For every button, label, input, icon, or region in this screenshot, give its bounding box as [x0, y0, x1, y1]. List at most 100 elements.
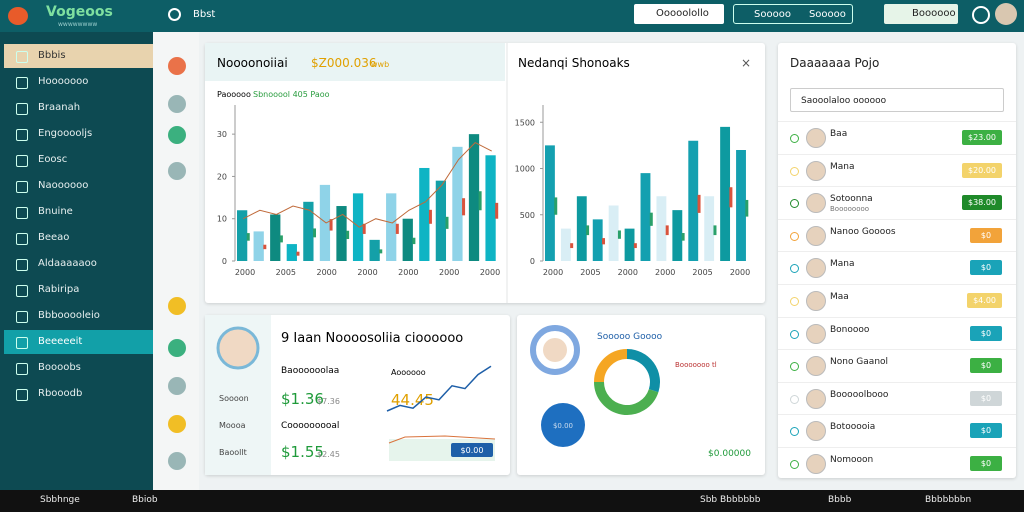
- candle: [554, 197, 558, 215]
- bar: [736, 150, 746, 261]
- sub: $2.45: [317, 450, 340, 459]
- y-tick-label: 500: [520, 211, 535, 220]
- sidebar-item[interactable]: Aldaaaaaoo: [4, 252, 153, 276]
- sidebar-item[interactable]: Hooooooo: [4, 70, 153, 94]
- candle: [428, 209, 432, 224]
- bar: [468, 134, 480, 261]
- sidebar-item[interactable]: Rbooodb: [4, 382, 153, 406]
- x-tick-label: 2005: [276, 268, 296, 277]
- trend-line: [243, 141, 492, 228]
- avatar: [806, 356, 826, 377]
- bar: [720, 126, 731, 261]
- avatar: [216, 326, 260, 370]
- bar: [688, 140, 699, 261]
- candle: [246, 233, 250, 241]
- rise-line: [386, 365, 492, 412]
- y-tick-label: 20: [217, 172, 227, 181]
- person-name: Booooolbooo: [830, 389, 889, 400]
- sidebar-item[interactable]: Beeao: [4, 226, 153, 250]
- icon-bar: [153, 32, 199, 490]
- globe[interactable]: [972, 6, 990, 24]
- x-tick-label: 2000: [655, 268, 675, 277]
- candle: [617, 230, 621, 239]
- status-dot: [790, 264, 799, 274]
- value: $1.55: [281, 443, 324, 461]
- head: Cooooooooal: [281, 421, 339, 431]
- avatar: [806, 454, 826, 474]
- user[interactable]: Boooooo: [884, 4, 958, 24]
- avatar: [806, 258, 826, 279]
- status-dot: [790, 362, 799, 372]
- top-bar: Vogeoos wwwwwwww Bbst Ooooolollo Sooooo S…: [0, 0, 1024, 32]
- profile-label: Baoollt: [219, 448, 247, 457]
- candle: [313, 228, 316, 238]
- dropdown[interactable]: Ooooolollo: [634, 4, 724, 24]
- badge: $0: [970, 227, 1002, 243]
- candle: [279, 235, 283, 243]
- side-icon: [168, 377, 186, 395]
- search-box[interactable]: Sooooo Sooooo: [733, 4, 853, 24]
- candle: [697, 194, 701, 213]
- button[interactable]: [451, 443, 493, 457]
- panel-dropdown[interactable]: Saooolaloo oooooo: [790, 88, 1004, 112]
- close: ×: [741, 56, 751, 70]
- x-tick-label: 2005: [580, 268, 600, 277]
- task-item: Sbb Bbbbbbb: [700, 495, 761, 505]
- bar: [286, 244, 297, 261]
- side-icon: [168, 162, 186, 180]
- candle: [495, 202, 499, 219]
- sidebar-item[interactable]: Braanah: [4, 96, 153, 120]
- x-tick-label: 2000: [235, 268, 255, 277]
- candle: [665, 225, 669, 236]
- status-dot: [790, 297, 799, 306]
- bar: [485, 155, 496, 261]
- side-icon: [168, 57, 186, 75]
- title-band: [205, 43, 505, 81]
- person-row: Botooooia $0: [778, 414, 1016, 447]
- candle: [445, 216, 449, 229]
- status-dot: [790, 427, 799, 437]
- mini-head: Aoooooo: [391, 368, 426, 377]
- person-name: Sotoonna: [830, 194, 873, 205]
- profile-label: Soooon: [219, 394, 249, 403]
- x-tick-label: 2000: [618, 268, 638, 277]
- person-name: Mana: [830, 161, 855, 172]
- sidebar-item[interactable]: Rabiripa: [4, 278, 153, 302]
- bar: [369, 239, 380, 261]
- sidebar-item[interactable]: Boooobs: [4, 356, 153, 380]
- sidebar-item[interactable]: Bbbis: [4, 44, 153, 68]
- person-row: Mana $20.00: [778, 153, 1016, 187]
- sidebar-item[interactable]: Bnuine: [4, 200, 153, 224]
- sidebar-item[interactable]: Naoooooo: [4, 174, 153, 198]
- bar: [640, 173, 651, 261]
- button-label: $0.00: [461, 446, 484, 455]
- bar: [419, 167, 430, 261]
- chart-unit: wwb: [371, 60, 389, 69]
- bar: [592, 219, 603, 261]
- person-row: Baa $23.00: [778, 121, 1016, 154]
- badge: $0: [970, 260, 1002, 276]
- person-row: Booooolbooo $0: [778, 381, 1016, 415]
- value: $1.36: [281, 390, 324, 408]
- flat-line: [388, 435, 496, 444]
- sidebar-item[interactable]: Beeeeeit: [4, 330, 153, 354]
- candle: [329, 219, 333, 231]
- avatar: [806, 160, 826, 181]
- sidebar-item[interactable]: Bbbooooleio: [4, 304, 153, 328]
- candle: [713, 225, 717, 236]
- y-tick-label: 30: [217, 130, 227, 139]
- sidebar-item[interactable]: Eoosc: [4, 148, 153, 172]
- search-icon[interactable]: [168, 8, 181, 21]
- sidebar-item[interactable]: Engooooljs: [4, 122, 153, 146]
- bar: [545, 145, 555, 261]
- person-row: Maa $4.00: [778, 284, 1016, 317]
- person-name: Bonoooo: [830, 324, 870, 335]
- chart-title: Nedanqi Shonoaks: [518, 56, 630, 70]
- search-text[interactable]: Bbst: [193, 9, 216, 20]
- chart-subtitle: Paooooo: [217, 90, 251, 99]
- bar: [336, 206, 347, 261]
- bar: [608, 205, 619, 261]
- logo-icon: [8, 7, 28, 25]
- avatar[interactable]: [995, 3, 1017, 25]
